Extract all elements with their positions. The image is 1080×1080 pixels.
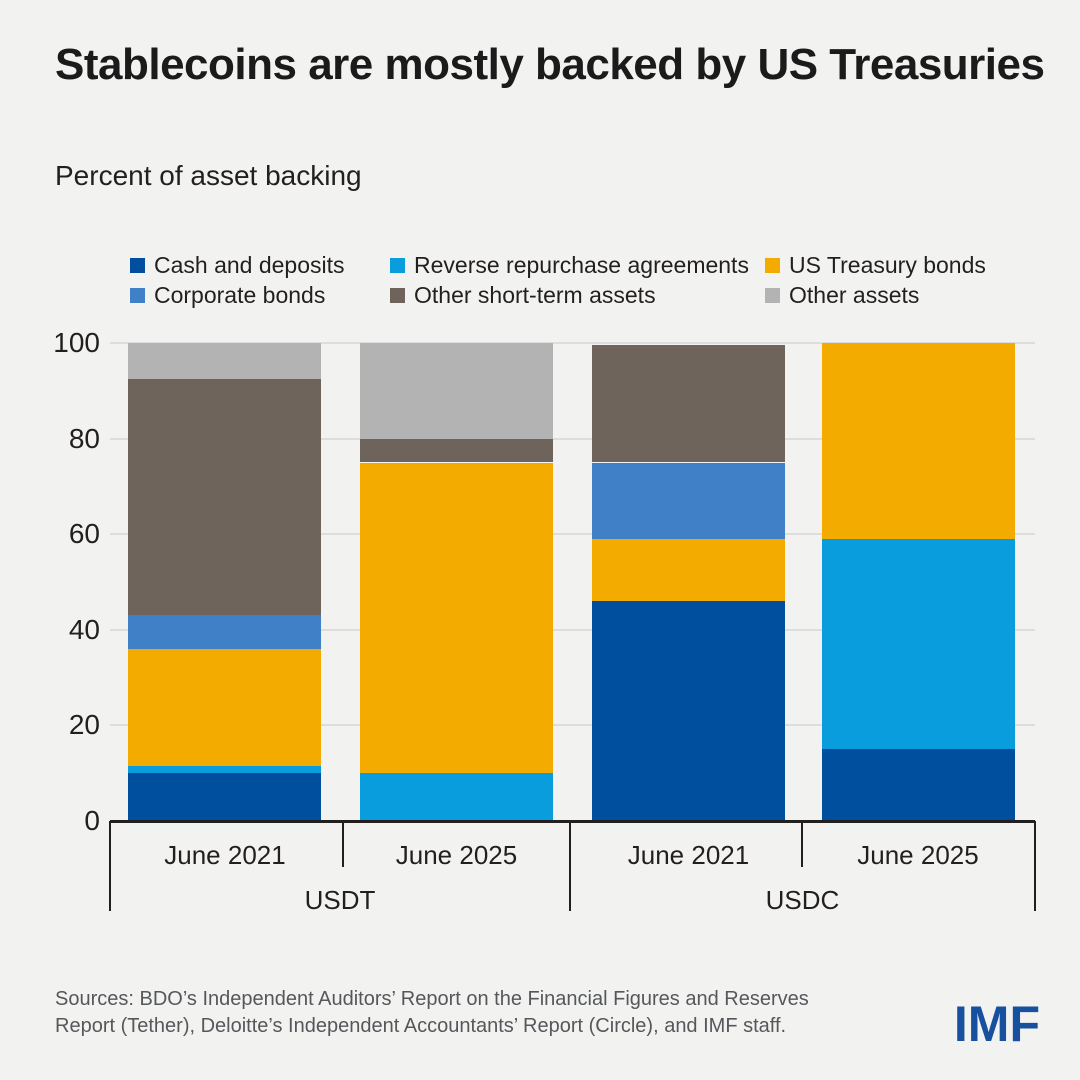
x-axis-bar-label: June 2025	[857, 840, 979, 870]
y-axis-tick-label: 60	[68, 518, 100, 550]
legend-swatch-icon	[130, 257, 145, 273]
x-axis-tick	[801, 821, 803, 867]
legend-item: Corporate bonds	[130, 281, 326, 308]
legend-label: Reverse repurchase agreements	[414, 251, 749, 278]
gridline	[110, 533, 1035, 536]
legend-swatch-icon	[130, 287, 145, 303]
bar-segment	[360, 343, 553, 439]
bar-segment	[360, 462, 553, 774]
y-axis-tick-label: 0	[84, 805, 100, 836]
sources-note: Sources: BDO’s Independent Auditors’ Rep…	[55, 986, 875, 1040]
imf-logo: IMF	[953, 996, 1040, 1052]
bar-segment	[360, 773, 553, 821]
sources-line-1: Sources: BDO’s Independent Auditors’ Rep…	[55, 988, 809, 1010]
gridline	[110, 628, 1035, 631]
legend-swatch-icon	[765, 257, 780, 273]
bar-segment	[822, 538, 1015, 750]
legend-label: Other short-term assets	[414, 281, 656, 308]
legend-label: Corporate bonds	[154, 281, 326, 308]
x-axis-bar-label: June 2025	[395, 840, 518, 870]
y-axis-tick-label: 20	[68, 709, 100, 741]
gridline	[110, 342, 1035, 344]
y-axis-tick-label: 80	[68, 422, 100, 454]
y-axis-tick-label: 40	[68, 613, 100, 645]
bar-segment	[128, 766, 321, 774]
sources-line-2: Report (Tether), Deloitte’s Independent …	[55, 1015, 787, 1037]
bar-segment	[592, 462, 785, 539]
gridline	[110, 437, 1035, 440]
bar-segment	[822, 749, 1015, 821]
x-axis-tick	[342, 821, 344, 867]
legend-label: Other assets	[789, 281, 920, 308]
x-axis-group-label: USDT	[304, 885, 376, 915]
legend-item: US Treasury bonds	[765, 251, 986, 278]
legend-label: US Treasury bonds	[789, 251, 986, 278]
x-axis-line	[110, 820, 1035, 823]
x-axis-group-label: USDC	[765, 885, 840, 915]
bar-segment	[592, 538, 785, 602]
legend-label: Cash and deposits	[154, 251, 345, 278]
chart-title: Stablecoins are mostly backed by US Trea…	[55, 40, 1045, 89]
legend-item: Cash and deposits	[130, 251, 345, 278]
x-axis-bar-label: June 2021	[164, 840, 286, 870]
legend-swatch-icon	[390, 287, 405, 303]
legend-item: Other assets	[765, 281, 920, 308]
gridline	[110, 724, 1035, 727]
bar-segment	[592, 601, 785, 821]
x-axis-group-tick	[109, 821, 111, 911]
bar-segment	[128, 615, 321, 649]
bar-segment	[128, 343, 321, 379]
bar-segment	[128, 648, 321, 767]
chart-subtitle: Percent of asset backing	[55, 160, 362, 191]
bar-segment	[822, 343, 1015, 539]
legend-item: Other short-term assets	[390, 281, 656, 308]
x-axis-group-tick	[569, 821, 571, 911]
bar-segment	[128, 773, 321, 821]
x-axis-bar-label: June 2021	[627, 840, 750, 870]
bar-segment	[592, 345, 785, 463]
x-axis-group-tick	[1034, 821, 1036, 911]
bar-segment	[128, 378, 321, 616]
y-axis-tick-label: 100	[53, 327, 100, 358]
legend-item: Reverse repurchase agreements	[390, 251, 749, 278]
bar-segment	[360, 438, 553, 463]
legend-swatch-icon	[765, 287, 780, 303]
legend-swatch-icon	[390, 257, 405, 273]
